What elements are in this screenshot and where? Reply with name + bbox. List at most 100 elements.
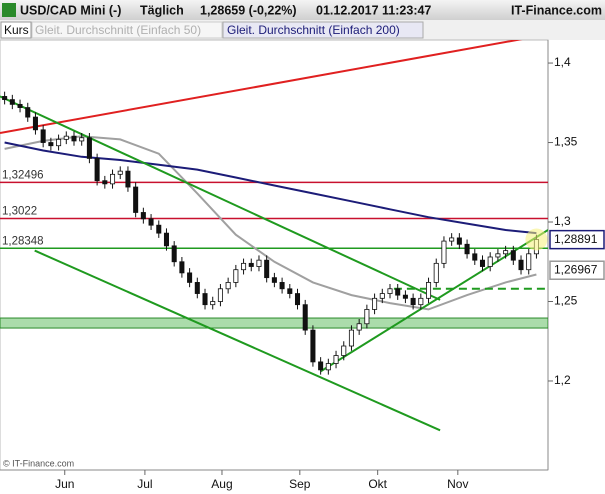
candle-body: [279, 282, 285, 290]
candle-body: [117, 170, 123, 175]
candle-body: [171, 245, 177, 263]
logo-icon: [2, 3, 16, 17]
candle-body: [464, 243, 470, 255]
candle-body: [302, 304, 308, 331]
candle-body: [63, 135, 69, 140]
candle-body: [310, 329, 316, 363]
y-tick-label: 1,25: [554, 294, 578, 308]
legend-entry: Kurs: [4, 23, 29, 37]
candle-body: [318, 361, 324, 371]
candle-body: [40, 129, 46, 143]
x-tick-label: Sep: [289, 477, 311, 491]
candle-body: [333, 355, 339, 364]
candle-body: [379, 293, 385, 299]
candle-body: [426, 282, 432, 299]
trend-line: [0, 40, 523, 134]
candle-body: [418, 297, 424, 306]
level-label: 1,3022: [2, 206, 37, 218]
y-tick-label: 1,3: [554, 214, 571, 228]
last-value-label: 1,28891: [554, 232, 598, 246]
candle-body: [402, 294, 408, 299]
x-tick-label: Okt: [368, 477, 387, 491]
legend-box: [222, 21, 424, 39]
candle-body: [341, 345, 347, 356]
candle-body: [210, 301, 216, 306]
x-tick-label: Jul: [137, 477, 152, 491]
candle-body: [156, 224, 162, 234]
highlight: [525, 228, 548, 251]
candle-body: [441, 240, 447, 264]
candle-body: [125, 170, 131, 188]
candle-body: [387, 288, 393, 294]
candle-body: [163, 232, 170, 247]
x-tick-label: Jun: [55, 477, 74, 491]
level-label: 1,32496: [2, 169, 44, 181]
candle-body: [294, 293, 301, 306]
trend-line: [0, 95, 441, 301]
candle-body: [86, 137, 92, 159]
candle-body: [9, 99, 15, 105]
level-label: 1,28348: [2, 235, 44, 247]
candle-body: [410, 297, 416, 306]
candle-body: [110, 173, 116, 185]
y-tick-label: 1,4: [554, 55, 571, 69]
plot-area: [0, 39, 549, 471]
support-band: [0, 317, 548, 329]
candle-body: [356, 323, 362, 331]
candle-body: [2, 96, 8, 101]
candle-body: [456, 237, 462, 245]
x-tick-label: Nov: [447, 477, 468, 491]
candle-body: [472, 253, 478, 261]
candle-body: [449, 237, 455, 242]
candle-body: [325, 363, 331, 371]
x-tick-label: Aug: [211, 477, 232, 491]
candle-body: [71, 135, 77, 142]
candle-body: [364, 309, 370, 325]
overlay: 1,4 1,35 1,3 1,25 1,2 Jun Jul Aug Sep Okt Nov 1,288…: [55, 55, 605, 491]
candle-body: [217, 288, 223, 302]
last-value-box: [549, 260, 605, 280]
candle-body: [202, 293, 208, 306]
candle-body: [395, 288, 401, 296]
candle-body: [518, 259, 524, 271]
candle-body: [495, 253, 501, 258]
candle-body: [79, 137, 85, 142]
candle-body: [271, 277, 277, 283]
candle-body: [526, 253, 532, 271]
candle-body: [102, 180, 108, 185]
legend-box: [31, 21, 223, 39]
candle-body: [179, 261, 185, 274]
candle-body: [25, 107, 31, 118]
candle-body: [94, 158, 100, 182]
candle-body: [187, 272, 193, 283]
candle-body: [348, 329, 354, 347]
legend-entry: Gleit. Durchschnitt (Einfach 200): [227, 23, 400, 37]
trend-line: [320, 229, 548, 373]
legend-box: [0, 21, 32, 39]
candle-body: [248, 262, 254, 267]
candle-body: [56, 138, 62, 147]
candle-body: [264, 259, 270, 279]
plot: 1,32496 1,3022 1,28348: [0, 40, 548, 432]
trend-line: [34, 249, 441, 432]
quote: 1,28659 (-0,22%): [200, 3, 297, 17]
candle-body: [17, 103, 23, 108]
last-value-box: [549, 229, 605, 250]
candle-body: [256, 259, 262, 267]
candle-body: [241, 262, 247, 271]
candle-body: [479, 259, 486, 267]
candle-body: [140, 212, 146, 220]
brand: IT-Finance.com: [511, 3, 602, 17]
candle-body: [372, 297, 378, 310]
candle-body: [503, 250, 509, 255]
y-tick-label: 1,35: [554, 135, 578, 149]
candle-body: [225, 282, 231, 290]
datetime: 01.12.2017 11:23:47: [316, 3, 431, 17]
candle-body: [148, 218, 154, 226]
candle-body: [487, 256, 493, 267]
y-tick-label: 1,2: [554, 373, 571, 387]
candle-body: [133, 186, 139, 213]
header-bar: [0, 0, 605, 20]
moving-average: [4, 141, 537, 235]
